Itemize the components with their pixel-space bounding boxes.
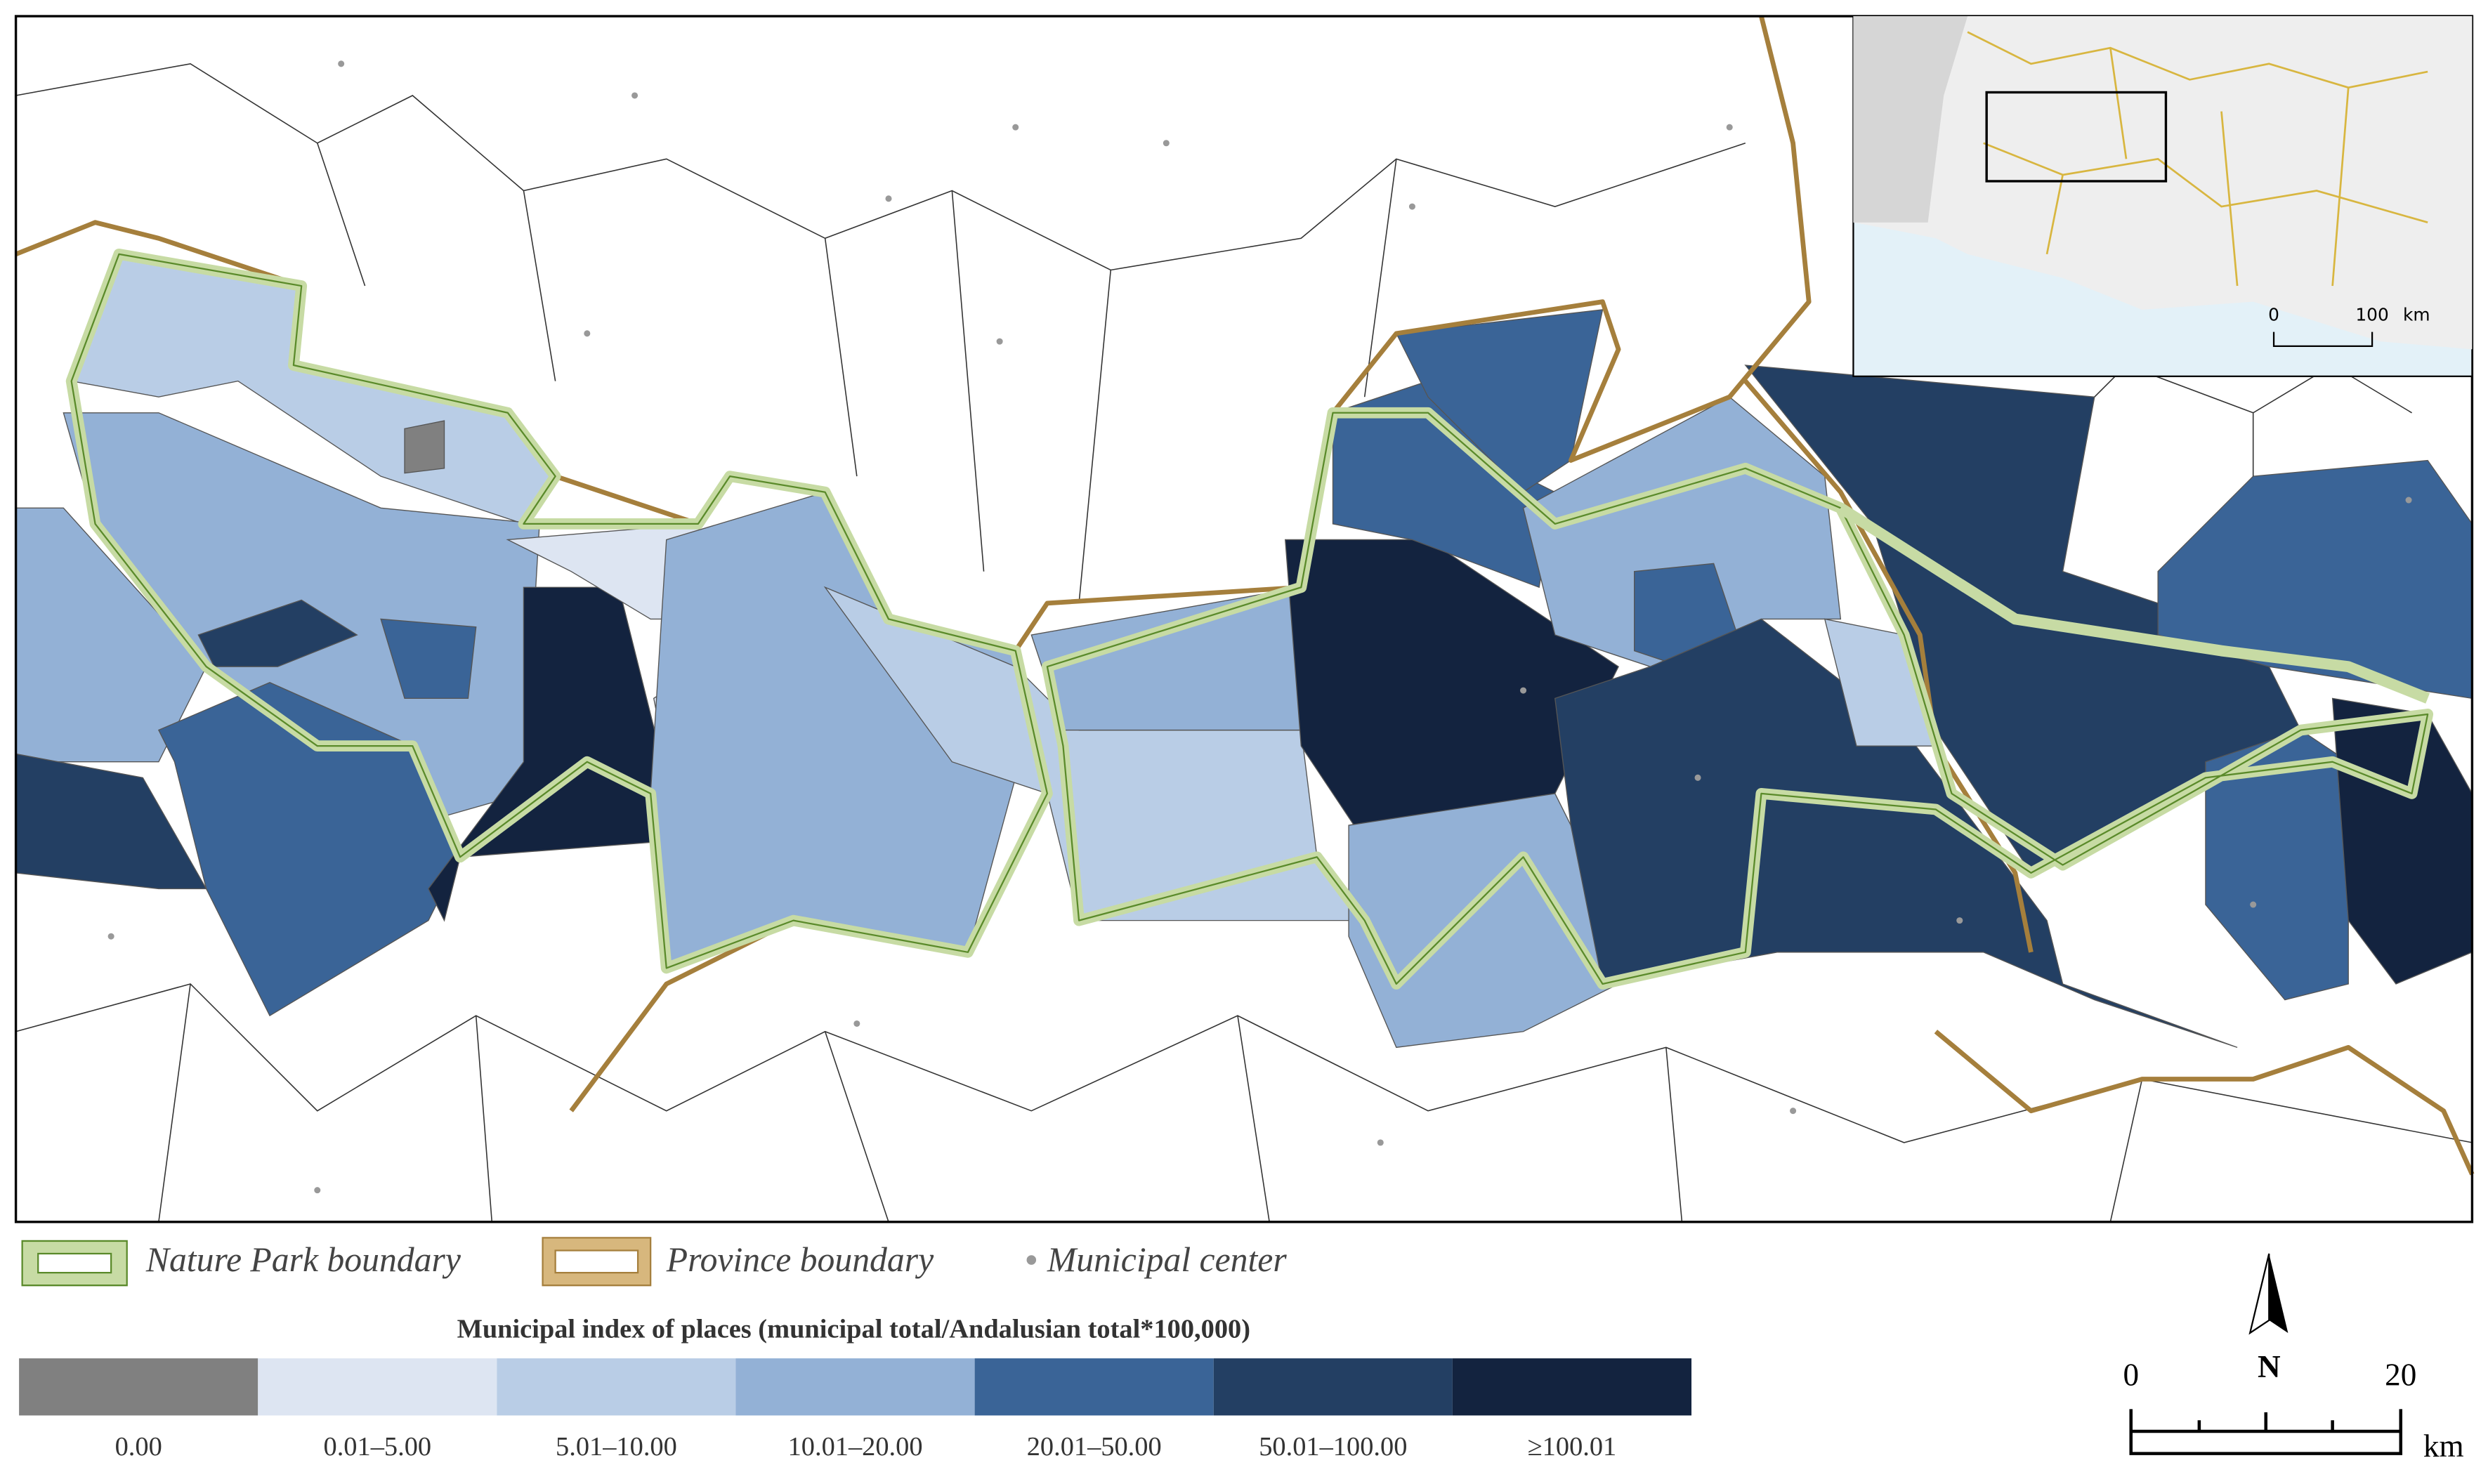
- park-legend-symbol: [21, 1240, 128, 1287]
- municipal-center: [584, 330, 591, 337]
- class-label: 5.01–10.00: [556, 1432, 677, 1462]
- class-swatch: [19, 1358, 258, 1416]
- nature-park-boundary: [1838, 503, 2430, 704]
- inset-province-lines: [1967, 31, 2428, 287]
- municipal-center: [1377, 1139, 1384, 1146]
- nature-park-boundary: [1046, 412, 2429, 985]
- municipal-center: [1790, 1108, 1797, 1115]
- municipal-center: [1163, 140, 1170, 147]
- class-legend: 0.00 0.01–5.00 5.01–10.00 10.01–20.00 20.01–…: [19, 1358, 1692, 1462]
- scale-bar: [2129, 1409, 2403, 1455]
- class-swatch: [258, 1358, 497, 1416]
- municipal-center: [2250, 901, 2257, 908]
- scale-label: 20: [2385, 1357, 2416, 1392]
- inset-neighbor-land: [1853, 16, 1968, 223]
- scale-label: km: [2423, 1429, 2464, 1464]
- boundary-legend: Nature Park boundary Province boundary M…: [21, 1237, 1287, 1287]
- municipal-boundary: [15, 983, 2473, 1143]
- municipal-center: [853, 1020, 860, 1027]
- scale-label: 0: [2123, 1357, 2139, 1392]
- inset-extent-box: [1985, 91, 2168, 183]
- municipal-center: [631, 92, 639, 99]
- legend-item: Nature Park boundary: [145, 1240, 461, 1279]
- legend-title: Municipal index of places (municipal tot…: [457, 1315, 1250, 1344]
- center-legend-symbol: [1026, 1255, 1037, 1265]
- inset-scale-label: km: [2403, 305, 2430, 325]
- municipal-center: [885, 195, 892, 202]
- legend-item: Municipal center: [1047, 1240, 1287, 1279]
- class-label: 0.00: [115, 1432, 162, 1462]
- municipal-boundary: [317, 143, 1397, 603]
- municipal-center: [1408, 203, 1415, 210]
- class-label: 20.01–50.00: [1027, 1432, 1162, 1462]
- municipal-center: [1520, 687, 1527, 694]
- region: [1395, 309, 1604, 493]
- north-arrow: [2269, 1254, 2289, 1333]
- map-frame: [14, 15, 2474, 1223]
- region: [1522, 396, 1842, 667]
- inset-scale-bar: [2272, 331, 2374, 348]
- municipal-center: [1694, 774, 1701, 781]
- inset-scale-label: 0: [2268, 305, 2279, 325]
- municipal-center: [2405, 497, 2412, 504]
- inset-land: [1853, 16, 2473, 350]
- north-arrow: [2248, 1253, 2270, 1335]
- legend-item: Province boundary: [666, 1240, 934, 1279]
- municipal-centers: [107, 60, 2412, 1194]
- class-swatch: [974, 1358, 1214, 1416]
- municipal-center: [338, 60, 345, 67]
- class-label: 0.01–5.00: [324, 1432, 432, 1462]
- class-swatch: [1213, 1358, 1453, 1416]
- region: [197, 599, 358, 667]
- region: [1348, 793, 1619, 1049]
- municipal-center: [996, 338, 1003, 345]
- nature-park-boundary: [70, 253, 1049, 969]
- municipal-boundaries: [15, 63, 2473, 1223]
- choropleth-regions: [15, 254, 2473, 1049]
- municipal-center: [1956, 917, 1963, 924]
- municipal-boundary: [158, 983, 2143, 1223]
- region: [157, 682, 461, 1017]
- class-swatch: [735, 1358, 975, 1416]
- municipal-center: [1012, 124, 1019, 131]
- municipal-center: [314, 1187, 321, 1194]
- region: [380, 618, 477, 700]
- province-legend-symbol: [542, 1237, 652, 1287]
- inset-map: 0 100 km: [1852, 15, 2473, 377]
- class-label: 10.01–20.00: [788, 1432, 923, 1462]
- municipal-center: [107, 933, 114, 940]
- province-boundary: [1743, 379, 2034, 953]
- class-swatch: [1452, 1358, 1692, 1416]
- class-label: ≥100.01: [1528, 1432, 1617, 1462]
- inset-scale-label: 100: [2355, 305, 2388, 325]
- municipal-center: [1726, 124, 1733, 131]
- class-label: 50.01–100.00: [1259, 1432, 1407, 1462]
- north-label: N: [2258, 1349, 2281, 1384]
- scale-and-north: N 0 20 km: [2123, 1253, 2464, 1464]
- region: [404, 420, 445, 474]
- class-swatch: [497, 1358, 736, 1416]
